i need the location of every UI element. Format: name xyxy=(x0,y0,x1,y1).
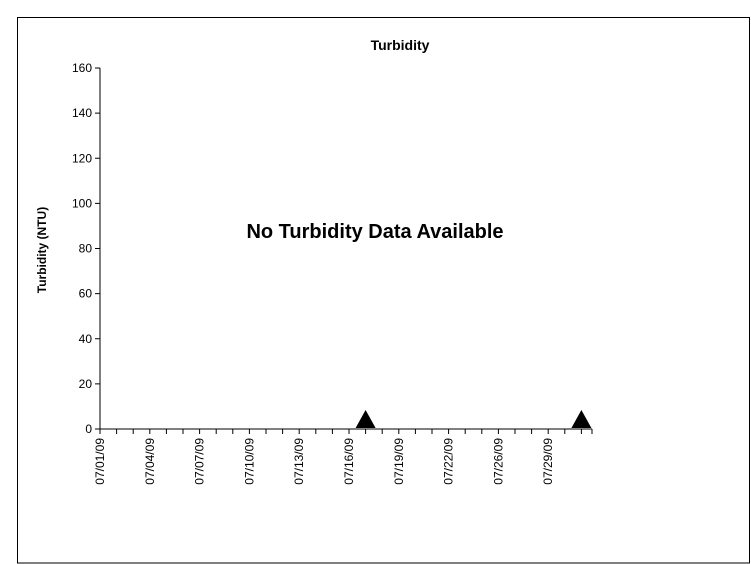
x-tick-label: 07/04/09 xyxy=(143,438,157,485)
annotation: No Turbidity Data Available xyxy=(246,221,503,243)
x-tick-label: 07/13/09 xyxy=(292,438,306,485)
x-tick-label: 07/10/09 xyxy=(242,438,256,485)
y-tick-label: 60 xyxy=(79,287,93,301)
marker xyxy=(571,409,592,428)
y-tick-label: 40 xyxy=(79,332,93,346)
y-axis-label: Turbidity (NTU) xyxy=(35,207,49,293)
y-tick-label: 0 xyxy=(85,422,92,436)
x-tick-label: 07/29/09 xyxy=(541,438,555,485)
x-tick-label: 07/26/09 xyxy=(491,438,505,485)
x-tick-label: 07/22/09 xyxy=(442,438,456,485)
y-tick-label: 100 xyxy=(72,196,92,210)
chart-frame xyxy=(17,17,750,564)
y-tick-label: 80 xyxy=(79,242,93,256)
x-tick-label: 07/19/09 xyxy=(392,438,406,485)
chart-title: Turbidity xyxy=(371,37,430,53)
y-tick-label: 20 xyxy=(79,377,93,391)
y-tick-label: 160 xyxy=(72,61,92,75)
x-tick-label: 07/16/09 xyxy=(342,438,356,485)
x-tick-label: 07/07/09 xyxy=(193,438,207,485)
y-tick-label: 120 xyxy=(72,151,92,165)
x-tick-label: 07/01/09 xyxy=(93,438,107,485)
marker xyxy=(355,409,376,428)
y-tick-label: 140 xyxy=(72,106,92,120)
